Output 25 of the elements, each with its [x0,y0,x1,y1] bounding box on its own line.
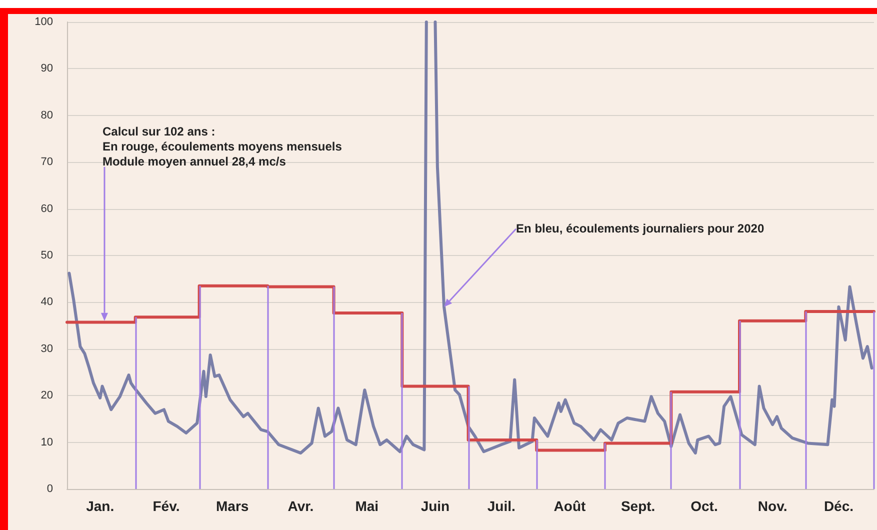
x-tick-label: Oct. [690,498,718,514]
x-tick-label: Nov. [758,498,788,514]
y-tick-label: 60 [40,202,53,215]
annotation: Calcul sur 102 ans : En rouge, écoulements moyens mensuels Module moyen annuel 28,4 mc/s [102,124,342,168]
y-tick-label: 40 [40,296,53,308]
x-tick-label: Jan. [86,498,114,514]
y-tick-label: 80 [40,109,53,122]
y-tick-label: 100 [34,16,53,28]
x-tick-label: Août [554,498,586,514]
annotation: En bleu, écoulements journaliers pour 2020 [516,221,764,236]
x-tick-label: Fév. [152,498,180,514]
x-tick-label: Sept. [620,498,656,514]
x-tick-label: Mai [355,498,379,514]
y-tick-label: 50 [40,250,53,262]
x-tick-label: Juil. [487,498,516,514]
x-tick-label: Juin [420,498,450,514]
x-tick-label: Avr. [288,498,314,514]
y-tick-label: 0 [46,483,53,495]
y-tick-label: 70 [40,156,53,168]
y-tick-label: 20 [40,390,53,402]
y-tick-label: 30 [40,342,53,355]
x-tick-label: Mars [216,498,249,514]
x-tick-label: Déc. [824,498,854,514]
y-tick-label: 10 [40,436,53,448]
y-tick-label: 90 [40,62,53,75]
